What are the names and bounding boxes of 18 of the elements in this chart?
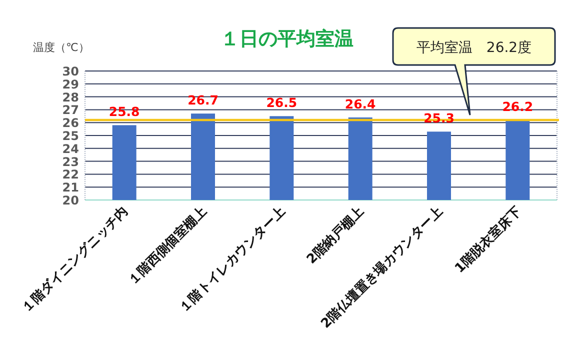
y-tick-label: 23	[62, 154, 79, 169]
text: 平均室温 26.2度	[416, 40, 532, 56]
y-tick-label: 27	[62, 103, 79, 118]
chart-title: １日の平均室温	[220, 28, 354, 50]
y-tick-label: 29	[62, 77, 79, 92]
y-tick-label: 22	[62, 168, 79, 182]
y-tick-label: 26	[62, 116, 79, 130]
data-label: 26.5	[266, 95, 298, 110]
y-tick-label: 28	[62, 90, 79, 104]
y-axis-title: 温度（℃）	[33, 41, 90, 54]
y-tick-label: 21	[62, 180, 79, 195]
x-tick-label: 1階脱衣室床下	[452, 204, 524, 276]
x-tick-label: 2階納戸棚上	[304, 204, 368, 268]
y-tick-label: 25	[62, 129, 79, 143]
data-label: 26.7	[188, 92, 218, 108]
y-tick-label: 30	[62, 64, 79, 78]
data-label: 26.4	[344, 96, 376, 112]
y-tick-label: 24	[62, 142, 79, 156]
